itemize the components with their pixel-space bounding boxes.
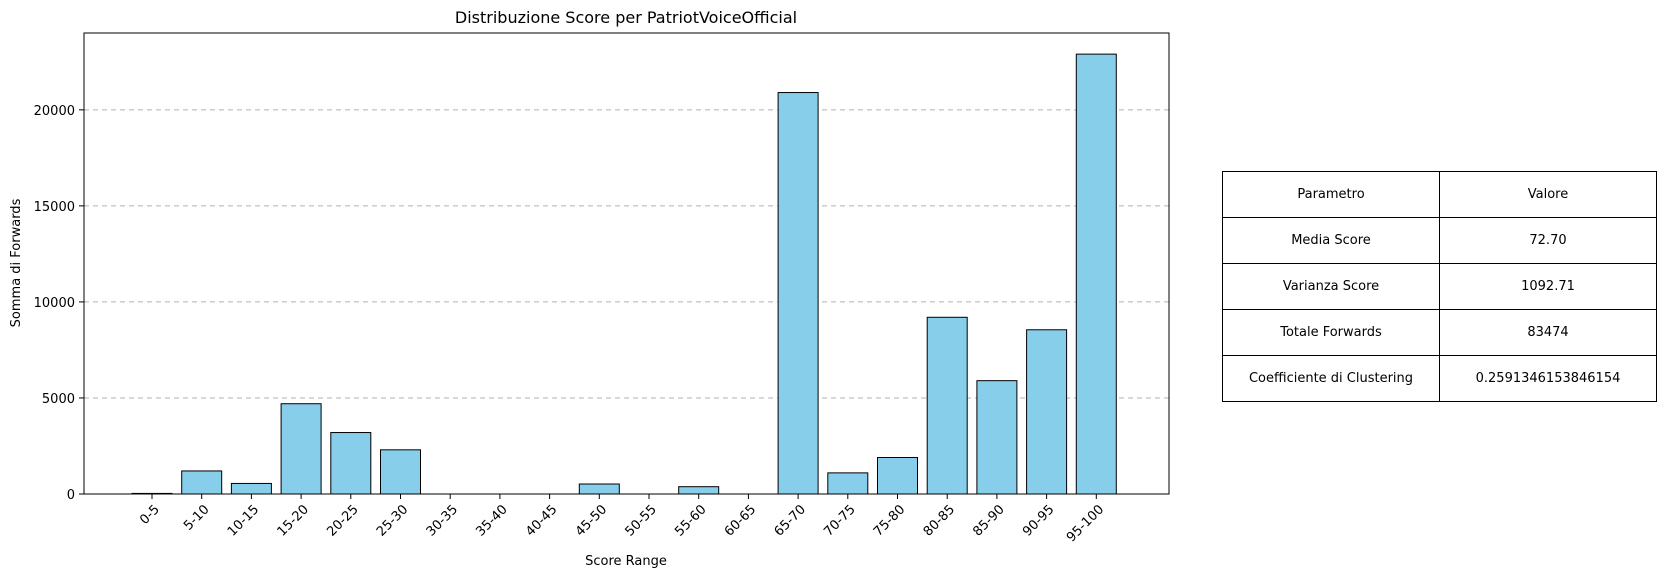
x-tick-label: 0-5 bbox=[137, 502, 163, 528]
x-tick-label: 80-85 bbox=[921, 502, 958, 539]
x-tick-label: 15-20 bbox=[275, 502, 312, 539]
y-tick-label: 15000 bbox=[34, 200, 75, 215]
bar bbox=[330, 432, 372, 495]
chart-title: Distribuzione Score per PatriotVoiceOffi… bbox=[455, 8, 797, 27]
bar bbox=[578, 483, 620, 495]
bar bbox=[678, 486, 720, 495]
table-cell: Varianza Score bbox=[1222, 263, 1440, 310]
bars bbox=[131, 53, 1117, 495]
x-tick-label: 90-95 bbox=[1020, 502, 1057, 539]
table-row: Varianza Score 1092.71 bbox=[1222, 263, 1657, 310]
x-tick-label: 35-40 bbox=[473, 502, 510, 539]
table-header-cell: Valore bbox=[1439, 171, 1657, 218]
table-row: Totale Forwards 83474 bbox=[1222, 309, 1657, 356]
table-row: Coefficiente di Clustering 0.25913461538… bbox=[1222, 355, 1657, 402]
table-cell: 72.70 bbox=[1439, 217, 1657, 264]
table-cell: Media Score bbox=[1222, 217, 1440, 264]
table-header-row: Parametro Valore bbox=[1222, 171, 1657, 218]
bar bbox=[1075, 53, 1117, 495]
bar bbox=[926, 316, 968, 495]
y-tick-label: 0 bbox=[67, 488, 75, 503]
x-tick-label: 60-65 bbox=[722, 502, 759, 539]
y-tick-label: 10000 bbox=[34, 296, 75, 311]
x-tick-label: 85-90 bbox=[970, 502, 1007, 539]
x-axis: 0-5 5-10 10-15 15-20 20-25 25-30 30-35 35-40 40-… bbox=[137, 494, 1107, 545]
bar bbox=[877, 457, 918, 495]
x-tick-label: 75-80 bbox=[871, 502, 908, 539]
x-axis-label: Score Range bbox=[585, 554, 667, 569]
y-tick-label: 5000 bbox=[42, 392, 75, 407]
x-tick-label: 95-100 bbox=[1064, 502, 1107, 545]
x-tick-label: 30-35 bbox=[424, 502, 461, 539]
x-tick-label: 70-75 bbox=[821, 502, 858, 539]
x-tick-label: 55-60 bbox=[672, 502, 709, 539]
table-header-cell: Parametro bbox=[1222, 171, 1440, 218]
x-tick-label: 40-45 bbox=[523, 502, 560, 539]
table-cell: Totale Forwards bbox=[1222, 309, 1440, 356]
x-tick-label: 5-10 bbox=[181, 502, 212, 533]
bar bbox=[181, 470, 223, 495]
table-cell: 83474 bbox=[1439, 309, 1657, 356]
bar bbox=[777, 92, 819, 495]
x-tick-label: 45-50 bbox=[573, 502, 610, 539]
y-tick-label: 20000 bbox=[34, 104, 75, 119]
plot-frame bbox=[83, 32, 1170, 495]
bar bbox=[1026, 329, 1068, 495]
x-tick-label: 65-70 bbox=[772, 502, 809, 539]
y-axis-label: Somma di Forwards bbox=[9, 198, 24, 327]
table-cell: 0.2591346153846154 bbox=[1439, 355, 1657, 402]
table-cell: 1092.71 bbox=[1439, 263, 1657, 310]
bar bbox=[827, 472, 869, 495]
bar bbox=[380, 449, 421, 495]
x-tick-label: 10-15 bbox=[225, 502, 262, 539]
x-tick-label: 20-25 bbox=[324, 502, 361, 539]
bar bbox=[976, 380, 1018, 495]
y-axis: 0 5000 10000 15000 20000 bbox=[34, 104, 84, 503]
table-cell: Coefficiente di Clustering bbox=[1222, 355, 1440, 402]
stats-table: Parametro Valore Media Score 72.70 Varia… bbox=[1222, 171, 1657, 402]
bar bbox=[280, 403, 322, 495]
table-row: Media Score 72.70 bbox=[1222, 217, 1657, 264]
bar bbox=[230, 482, 272, 495]
x-tick-label: 50-55 bbox=[623, 502, 660, 539]
x-tick-label: 25-30 bbox=[374, 502, 411, 539]
